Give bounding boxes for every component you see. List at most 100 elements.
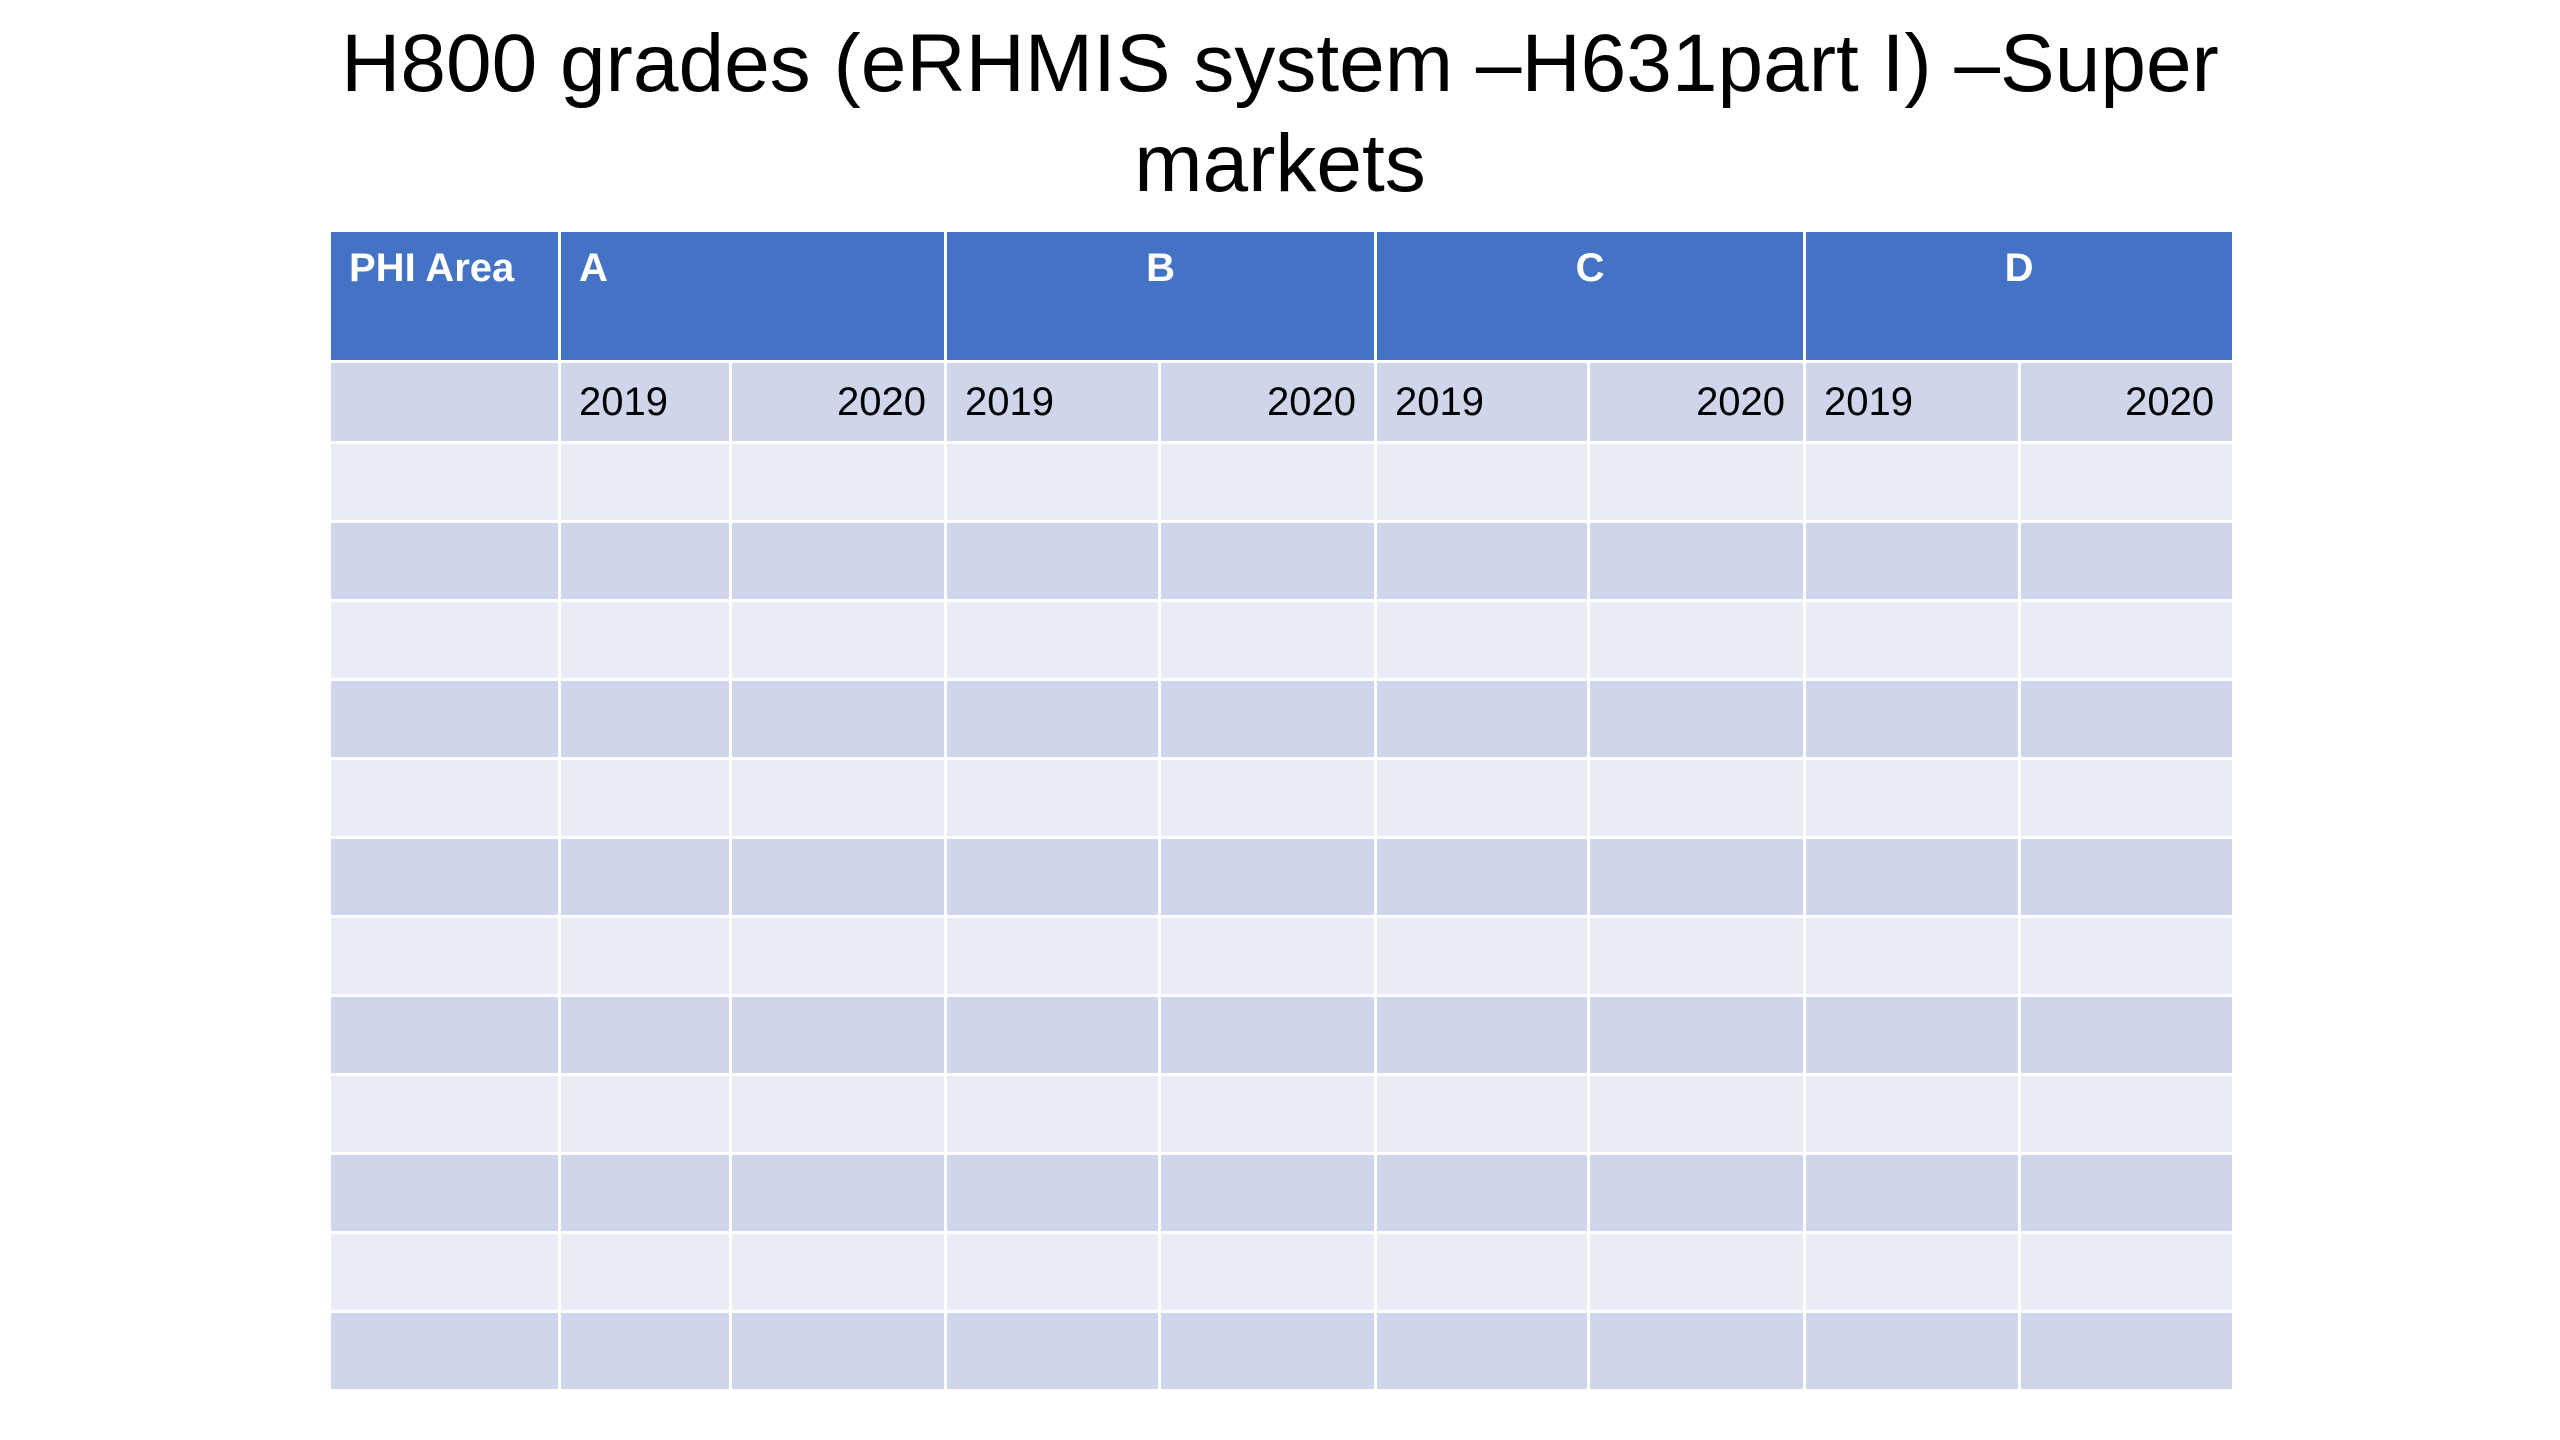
empty-cell xyxy=(728,441,948,523)
table-row xyxy=(328,1231,2236,1313)
empty-cell xyxy=(1158,1231,1378,1313)
table-row: PHI Area A B C D xyxy=(328,229,2236,363)
empty-cell xyxy=(944,520,1162,602)
empty-cell xyxy=(1374,994,1591,1076)
empty-cell xyxy=(1158,915,1378,997)
year-cell: 2020 xyxy=(1158,360,1378,444)
empty-cell xyxy=(558,1310,732,1392)
empty-cell xyxy=(1158,994,1378,1076)
table-row xyxy=(328,1310,2236,1392)
empty-cell xyxy=(2018,1073,2236,1155)
table-row xyxy=(328,836,2236,918)
empty-cell xyxy=(2018,1231,2236,1313)
empty-cell xyxy=(728,994,948,1076)
empty-cell xyxy=(1374,757,1591,839)
grades-table: PHI Area A B C D 2019 2020 2019 2020 2019 2020 2019… xyxy=(328,229,2236,1392)
empty-cell xyxy=(558,1231,732,1313)
empty-cell xyxy=(558,441,732,523)
empty-cell xyxy=(728,678,948,760)
empty-cell xyxy=(2018,1152,2236,1234)
empty-cell xyxy=(944,441,1162,523)
empty-cell xyxy=(1374,1073,1591,1155)
empty-cell xyxy=(558,1152,732,1234)
empty-cell xyxy=(944,599,1162,681)
empty-cell xyxy=(1587,678,1807,760)
table-row xyxy=(328,915,2236,997)
empty-cell xyxy=(728,1231,948,1313)
empty-cell xyxy=(558,757,732,839)
empty-cell xyxy=(328,994,561,1076)
empty-cell xyxy=(1158,520,1378,602)
table-row xyxy=(328,1073,2236,1155)
empty-cell xyxy=(328,1073,561,1155)
empty-cell xyxy=(1587,1152,1807,1234)
group-header: B xyxy=(944,229,1378,363)
empty-cell xyxy=(1374,836,1591,918)
empty-cell xyxy=(1587,441,1807,523)
year-cell: 2020 xyxy=(2018,360,2236,444)
slide-title: H800 grades (eRHMIS system –H631part I) … xyxy=(341,18,2219,209)
empty-cell xyxy=(944,1152,1162,1234)
empty-cell xyxy=(728,1310,948,1392)
empty-cell xyxy=(558,599,732,681)
empty-cell xyxy=(2018,599,2236,681)
empty-cell xyxy=(944,915,1162,997)
group-header: D xyxy=(1803,229,2236,363)
empty-cell xyxy=(1374,599,1591,681)
table-row xyxy=(328,441,2236,523)
empty-cell xyxy=(1158,757,1378,839)
empty-cell xyxy=(1803,441,2022,523)
year-cell: 2019 xyxy=(1803,360,2022,444)
empty-cell xyxy=(1803,1152,2022,1234)
empty-cell xyxy=(1587,1073,1807,1155)
empty-cell xyxy=(558,1073,732,1155)
year-cell: 2019 xyxy=(558,360,732,444)
year-cell: 2020 xyxy=(1587,360,1807,444)
empty-cell xyxy=(728,1152,948,1234)
empty-cell xyxy=(1803,836,2022,918)
empty-cell xyxy=(1374,1231,1591,1313)
empty-cell xyxy=(1587,1310,1807,1392)
empty-cell xyxy=(328,441,561,523)
empty-cell xyxy=(558,678,732,760)
empty-cell xyxy=(1374,1152,1591,1234)
table-row xyxy=(328,678,2236,760)
empty-cell xyxy=(328,360,561,444)
empty-cell xyxy=(1803,994,2022,1076)
empty-cell xyxy=(328,1152,561,1234)
empty-cell xyxy=(1158,678,1378,760)
empty-cell xyxy=(558,915,732,997)
empty-cell xyxy=(2018,757,2236,839)
table-row xyxy=(328,1152,2236,1234)
empty-cell xyxy=(328,1310,561,1392)
empty-cell xyxy=(328,678,561,760)
empty-cell xyxy=(2018,678,2236,760)
table-row xyxy=(328,757,2236,839)
year-cell: 2019 xyxy=(944,360,1162,444)
empty-cell xyxy=(1803,599,2022,681)
empty-cell xyxy=(1158,1073,1378,1155)
empty-cell xyxy=(1158,836,1378,918)
table-row: 2019 2020 2019 2020 2019 2020 2019 2020 xyxy=(328,360,2236,444)
empty-cell xyxy=(1587,836,1807,918)
empty-cell xyxy=(1587,520,1807,602)
table-row xyxy=(328,994,2236,1076)
empty-cell xyxy=(944,994,1162,1076)
empty-cell xyxy=(2018,994,2236,1076)
empty-cell xyxy=(1158,441,1378,523)
empty-cell xyxy=(1158,599,1378,681)
empty-cell xyxy=(728,520,948,602)
empty-cell xyxy=(2018,1310,2236,1392)
empty-cell xyxy=(1374,1310,1591,1392)
empty-cell xyxy=(728,836,948,918)
empty-cell xyxy=(944,836,1162,918)
empty-cell xyxy=(944,1073,1162,1155)
empty-cell xyxy=(2018,441,2236,523)
empty-cell xyxy=(728,1073,948,1155)
empty-cell xyxy=(1374,520,1591,602)
empty-cell xyxy=(1158,1310,1378,1392)
empty-cell xyxy=(1803,1231,2022,1313)
empty-cell xyxy=(728,915,948,997)
empty-cell xyxy=(2018,520,2236,602)
empty-cell xyxy=(1158,1152,1378,1234)
